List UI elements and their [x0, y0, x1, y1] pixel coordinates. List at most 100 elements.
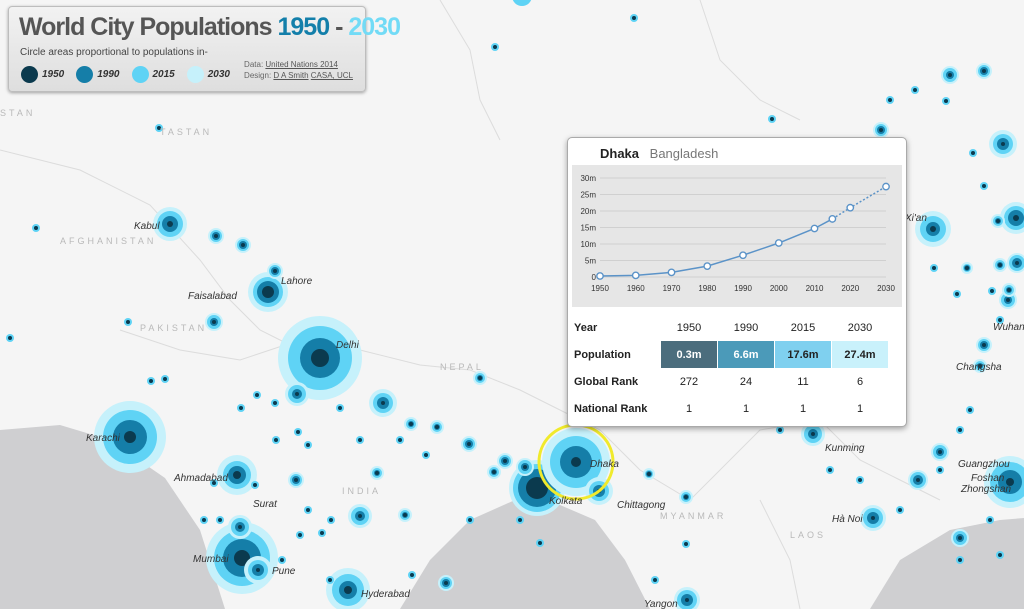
city-dot[interactable] [538, 541, 542, 545]
city-bubble-ring[interactable] [478, 376, 482, 380]
city-bubble-ring[interactable] [1006, 298, 1010, 302]
city-bubble-ring[interactable] [294, 478, 298, 482]
legend-label-2015[interactable]: 2015 [152, 69, 175, 80]
city-bubble-ring[interactable] [978, 364, 982, 368]
city-bubble-ring[interactable] [996, 219, 1000, 223]
city-bubble-ring[interactable] [409, 422, 413, 426]
city-bubble-ring[interactable] [262, 286, 274, 298]
city-dot[interactable] [218, 518, 222, 522]
city-dot[interactable] [328, 578, 332, 582]
city-dot[interactable] [253, 483, 257, 487]
city-dot[interactable] [202, 518, 206, 522]
city-dot[interactable] [988, 518, 992, 522]
city-dot[interactable] [358, 438, 362, 442]
city-dot[interactable] [888, 98, 892, 102]
city-dot[interactable] [212, 481, 216, 485]
city-bubble-ring[interactable] [948, 73, 952, 77]
city-dot[interactable] [320, 531, 324, 535]
city-bubble-ring[interactable] [503, 459, 507, 463]
city-bubble-ring[interactable] [965, 266, 969, 270]
city-bubble-ring[interactable] [444, 581, 448, 585]
city-dot[interactable] [34, 226, 38, 230]
city-bubble-ring[interactable] [403, 513, 407, 517]
city-dot[interactable] [398, 438, 402, 442]
city-bubble-ring[interactable] [344, 586, 352, 594]
legend-swatch-2030[interactable] [186, 66, 204, 83]
data-source-link[interactable]: United Nations 2014 [265, 60, 338, 69]
legend-label-1990[interactable]: 1990 [97, 69, 120, 80]
city-bubble-ring[interactable] [938, 450, 942, 454]
city-dot[interactable] [239, 406, 243, 410]
legend-label-2030[interactable]: 2030 [207, 69, 230, 80]
city-bubble-ring[interactable] [241, 243, 245, 247]
city-bubble-ring[interactable] [571, 457, 581, 467]
city-dot[interactable] [329, 518, 333, 522]
city-dot[interactable] [684, 542, 688, 546]
city-bubble-ring[interactable] [871, 516, 875, 520]
city-bubble-ring[interactable] [1007, 288, 1011, 292]
city-dot[interactable] [126, 320, 130, 324]
city-bubble-ring[interactable] [958, 536, 962, 540]
city-bubble-ring[interactable] [212, 320, 216, 324]
city-dot[interactable] [944, 99, 948, 103]
city-bubble-ring[interactable] [233, 471, 241, 479]
city-dot[interactable] [493, 45, 497, 49]
city-dot[interactable] [424, 453, 428, 457]
design-org-link[interactable]: CASA, UCL [310, 71, 353, 80]
city-dot[interactable] [338, 406, 342, 410]
city-bubble-ring[interactable] [295, 392, 299, 396]
city-bubble-ring[interactable] [526, 477, 548, 499]
city-dot[interactable] [770, 117, 774, 121]
city-dot[interactable] [163, 377, 167, 381]
city-dot[interactable] [982, 184, 986, 188]
city-dot[interactable] [828, 468, 832, 472]
city-bubble-ring[interactable] [685, 598, 689, 602]
city-bubble-ring[interactable] [381, 401, 385, 405]
city-dot[interactable] [632, 16, 636, 20]
city-dot[interactable] [778, 428, 782, 432]
city-bubble-ring[interactable] [358, 514, 362, 518]
city-dot[interactable] [255, 393, 259, 397]
legend-swatch-2015[interactable] [131, 66, 149, 83]
city-dot[interactable] [306, 443, 310, 447]
city-bubble-ring[interactable] [492, 470, 496, 474]
city-dot[interactable] [958, 558, 962, 562]
city-bubble-ring[interactable] [234, 550, 250, 566]
legend-label-1950[interactable]: 1950 [42, 69, 65, 80]
city-dot[interactable] [410, 573, 414, 577]
city-dot[interactable] [968, 408, 972, 412]
city-bubble-ring[interactable] [811, 432, 815, 436]
city-bubble-ring[interactable] [1006, 478, 1014, 486]
city-dot[interactable] [938, 468, 942, 472]
design-author-link[interactable]: D A Smith [273, 71, 309, 80]
city-dot[interactable] [273, 401, 277, 405]
city-dot[interactable] [955, 292, 959, 296]
city-bubble-ring[interactable] [375, 471, 379, 475]
city-bubble-ring[interactable] [1015, 261, 1019, 265]
city-bubble-ring[interactable] [256, 568, 260, 572]
city-dot[interactable] [653, 578, 657, 582]
city-bubble-ring[interactable] [512, 0, 532, 6]
city-bubble-ring[interactable] [214, 234, 218, 238]
city-dot[interactable] [958, 428, 962, 432]
city-dot[interactable] [898, 508, 902, 512]
city-bubble-ring[interactable] [311, 349, 329, 367]
city-dot[interactable] [998, 318, 1002, 322]
city-dot[interactable] [518, 518, 522, 522]
city-bubble-ring[interactable] [435, 425, 439, 429]
city-bubble-ring[interactable] [647, 472, 651, 476]
city-bubble-ring[interactable] [930, 226, 936, 232]
city-dot[interactable] [296, 430, 300, 434]
city-dot[interactable] [932, 266, 936, 270]
city-dot[interactable] [858, 478, 862, 482]
city-bubble-ring[interactable] [238, 525, 242, 529]
legend-swatch-1950[interactable] [21, 66, 38, 83]
legend-swatch-1990[interactable] [76, 66, 94, 83]
city-bubble-ring[interactable] [916, 478, 920, 482]
city-bubble-ring[interactable] [1001, 142, 1005, 146]
city-bubble-ring[interactable] [998, 263, 1002, 267]
city-bubble-ring[interactable] [982, 343, 986, 347]
city-dot[interactable] [998, 553, 1002, 557]
city-dot[interactable] [274, 438, 278, 442]
city-bubble-ring[interactable] [684, 495, 688, 499]
